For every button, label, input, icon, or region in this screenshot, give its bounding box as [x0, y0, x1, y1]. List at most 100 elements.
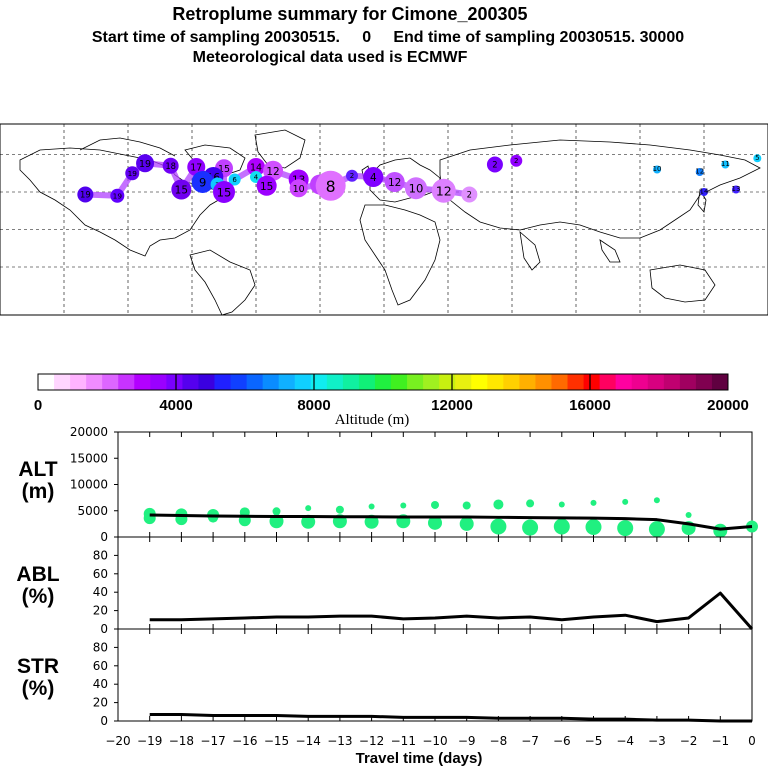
y-tick-label: 80 [93, 548, 108, 562]
altitude-cluster-point [553, 518, 570, 535]
colorbar-cell [230, 374, 248, 390]
plume-centroid-marker [721, 160, 730, 169]
panel-label: ABL (%) [16, 563, 59, 608]
sampling-time-line: Start time of sampling 20030515. 0 End t… [92, 29, 684, 46]
plume-centroid-marker [753, 154, 762, 163]
plume-centroid-marker [732, 185, 740, 194]
altitude-cluster-point [305, 505, 312, 512]
x-tick-label: −2 [680, 734, 698, 748]
plume-day-label: 13 [732, 185, 741, 193]
met-data-line: Meteorological data used is ECMWF [193, 49, 468, 66]
colorbar-cell [86, 374, 103, 390]
colorbar-cell [118, 374, 135, 390]
colorbar-cell [567, 374, 585, 390]
plume-centroid-marker [384, 172, 405, 192]
plume-day-label: 10 [293, 184, 305, 195]
y-tick-label: 20 [93, 604, 108, 618]
colorbar-cell [70, 374, 87, 390]
x-tick-label: −18 [169, 734, 194, 748]
panel-label-line: ALT [18, 458, 57, 481]
altitude-cluster-point [713, 523, 728, 538]
mean-series-line [149, 713, 752, 723]
y-tick-label: 10000 [70, 478, 108, 492]
colorbar-cell [166, 374, 183, 390]
altitude-colorbar: 0 4000 8000 12000 16000 20000 Altitude (m) [34, 373, 749, 428]
colorbar-cell [374, 374, 392, 390]
plume-points: 1918171514121916976413981015151519192412… [77, 154, 762, 203]
colorbar-cell [294, 374, 312, 390]
colorbar-cell [695, 374, 713, 390]
plume-centroid-marker [125, 166, 140, 181]
plume-day-label: 15 [218, 164, 230, 175]
y-tick-label: 40 [93, 677, 108, 691]
x-tick-label: −16 [232, 734, 257, 748]
plume-centroid-marker [431, 178, 456, 203]
plume-centroid-marker [256, 175, 277, 196]
plume-day-label: 15 [260, 181, 273, 193]
x-tick-label: −14 [296, 734, 321, 748]
altitude-cluster-point [522, 519, 539, 536]
colorbar-cell [391, 374, 408, 390]
colorbar-tick-label: 0 [34, 397, 42, 414]
plume-day-label: 19 [80, 190, 91, 200]
colorbar-tick-label: 20000 [707, 397, 749, 414]
y-tick-label: 20000 [70, 425, 108, 439]
colorbar-cell [471, 374, 488, 390]
colorbar-tick-label: 8000 [297, 397, 330, 414]
colorbar-cell [615, 374, 633, 390]
plume-centroid-marker [315, 170, 346, 201]
colorbar-cell [278, 374, 296, 390]
panel-label-line: ABL [16, 563, 59, 586]
x-tick-label: −4 [616, 734, 634, 748]
altitude-cluster-point [462, 501, 471, 510]
y-tick-label: 40 [93, 585, 108, 599]
plume-day-label: 5 [755, 154, 759, 162]
colorbar-cell [150, 374, 167, 390]
altitude-cluster-point [653, 497, 660, 504]
y-tick-label: 20 [93, 696, 108, 710]
x-tick-label: −10 [422, 734, 447, 748]
altitude-cluster-point [617, 520, 634, 537]
colorbar-cell [487, 374, 504, 390]
altitude-cluster-point [590, 499, 597, 506]
panel-label-line: (%) [22, 677, 55, 700]
plume-centroid-marker [405, 177, 427, 200]
mean-series-line [149, 513, 753, 531]
plume-day-label: 12 [695, 168, 704, 176]
colorbar-tick-label: 16000 [569, 397, 611, 414]
colorbar-cell [214, 374, 232, 390]
colorbar-cell [663, 374, 681, 390]
altitude-cluster-point [558, 501, 565, 508]
plume-day-label: 12 [266, 166, 279, 178]
colorbar-cell [535, 374, 552, 390]
plume-day-label: 19 [128, 169, 138, 178]
y-tick-label: 0 [100, 714, 108, 728]
plume-day-label: 2 [492, 160, 497, 170]
panel-label-line: (m) [22, 480, 55, 503]
altitude-cluster-point [648, 521, 665, 538]
panel-frame [117, 628, 753, 722]
y-tick-label: 5000 [77, 504, 108, 518]
x-tick-label: −13 [327, 734, 352, 748]
colorbar-cell [519, 374, 536, 390]
altitude-cluster-point [335, 505, 344, 514]
colorbar-cell [599, 374, 617, 390]
colorbar-label: Altitude (m) [335, 412, 410, 428]
altitude-cluster-point [685, 511, 692, 518]
altitude-cluster-point [490, 518, 507, 535]
plume-centroid-marker [110, 188, 125, 203]
plume-day-label: 14 [250, 163, 262, 174]
plume-centroid-marker [136, 154, 155, 173]
colorbar-tick-label: 12000 [431, 397, 473, 414]
altitude-cluster-point [301, 514, 316, 529]
x-tick-label: −6 [553, 734, 571, 748]
plume-day-label: 12 [388, 177, 401, 189]
plume-day-label: 4 [370, 172, 377, 184]
plume-day-label: 17 [190, 163, 202, 174]
colorbar-cell [711, 374, 729, 390]
x-tick-label: −7 [521, 734, 539, 748]
colorbar-cell [423, 374, 440, 390]
colorbar-cell [647, 374, 665, 390]
plume-centroid-marker [213, 181, 235, 203]
colorbar-cell [342, 374, 360, 390]
